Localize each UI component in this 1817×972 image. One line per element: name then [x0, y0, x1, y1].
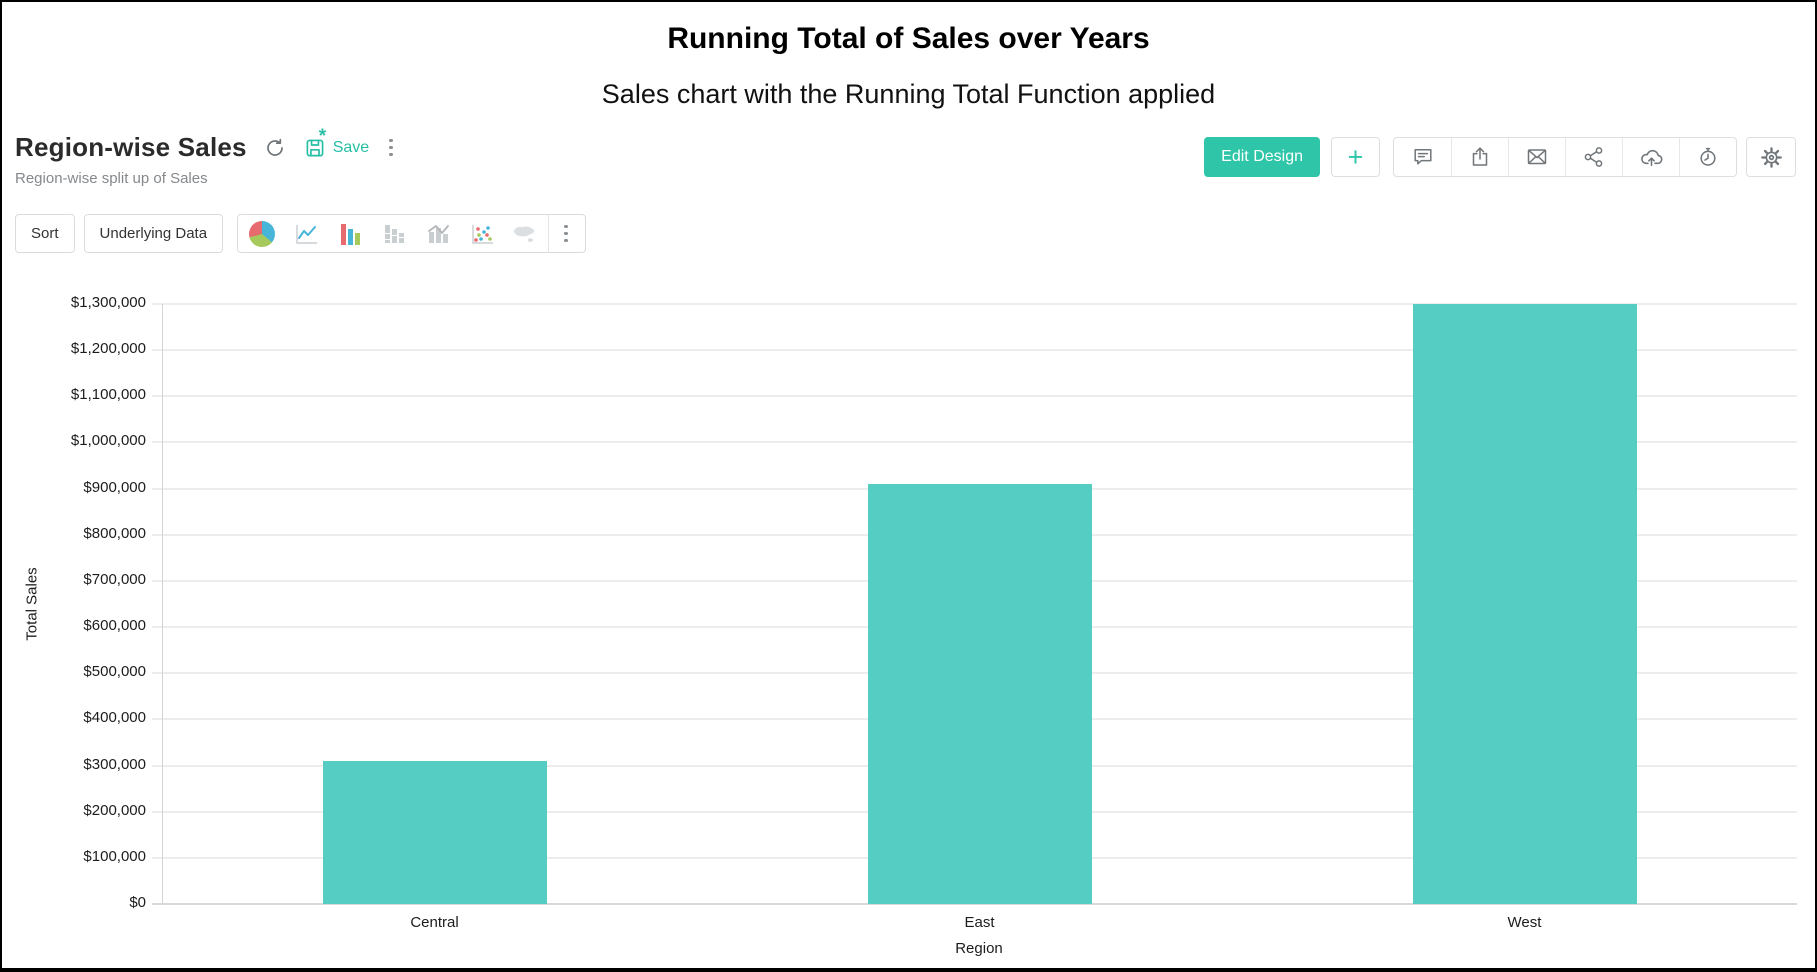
gear-icon	[1760, 146, 1782, 168]
export-button[interactable]	[1451, 138, 1508, 176]
x-tick-label: West	[1507, 914, 1542, 931]
add-button[interactable]: +	[1331, 137, 1380, 177]
chart-subtitle: Sales chart with the Running Total Funct…	[601, 79, 1216, 109]
gridline	[152, 903, 1797, 905]
chart-type-stacked-bar-icon[interactable]	[372, 215, 416, 252]
share-icon	[1584, 147, 1603, 167]
y-tick-label: $300,000	[83, 755, 146, 773]
unsaved-changes-marker: *	[318, 126, 327, 147]
schedule-button[interactable]	[1679, 138, 1736, 176]
gridline	[152, 303, 1797, 305]
plus-icon: +	[1347, 141, 1364, 172]
comment-icon	[1413, 149, 1432, 165]
y-tick-label: $100,000	[83, 847, 146, 865]
gridline	[152, 395, 1797, 398]
bar-east[interactable]	[867, 484, 1092, 904]
x-tick-label: East	[964, 914, 995, 931]
save-button[interactable]: * Save	[303, 126, 373, 160]
header-actions: Edit Design +	[1204, 137, 1796, 177]
more-options-icon[interactable]	[387, 137, 395, 159]
share-actions-group	[1393, 137, 1737, 177]
x-axis-title: Region	[955, 940, 1003, 957]
chart-type-scatter-icon[interactable]	[460, 215, 504, 252]
y-tick-label: $600,000	[83, 617, 146, 635]
y-tick-label: $200,000	[83, 801, 146, 819]
divider	[548, 215, 550, 252]
chart-type-map-icon[interactable]	[504, 215, 548, 252]
comment-button[interactable]	[1394, 138, 1451, 176]
email-icon	[1527, 149, 1547, 165]
bar-west[interactable]	[1412, 304, 1637, 904]
y-tick-label: $1,300,000	[70, 294, 146, 311]
report-description: Region-wise split up of Sales	[15, 170, 208, 187]
email-button[interactable]	[1508, 138, 1565, 176]
edit-design-button[interactable]: Edit Design	[1204, 137, 1320, 177]
y-tick-label: $800,000	[83, 524, 146, 542]
export-icon	[1472, 147, 1488, 166]
chart-type-combo-icon[interactable]	[416, 215, 460, 252]
y-tick-label: $900,000	[83, 478, 146, 496]
cloud-upload-icon	[1640, 149, 1662, 166]
bar-central[interactable]	[322, 760, 547, 904]
gridline	[152, 349, 1797, 352]
schedule-icon	[1700, 147, 1716, 166]
y-axis-line	[162, 304, 163, 904]
y-tick-label: $0	[129, 894, 146, 911]
y-tick-label: $700,000	[83, 570, 146, 588]
save-label: Save	[332, 138, 370, 156]
underlying-data-button[interactable]: Underlying Data	[83, 214, 224, 253]
chart-type-pie-icon[interactable]	[240, 215, 284, 252]
y-tick-label: $1,100,000	[70, 386, 146, 404]
gridline	[152, 441, 1797, 444]
sort-button[interactable]: Sort	[15, 214, 75, 253]
report-title: Region-wise Sales	[15, 132, 247, 162]
chart-type-switcher	[237, 214, 587, 253]
chart-toolbar: Sort Underlying Data	[15, 214, 587, 253]
chart-type-bar-icon[interactable]	[328, 215, 372, 252]
y-tick-label: $500,000	[83, 663, 146, 681]
x-tick-label: Central	[410, 914, 459, 931]
save-icon	[303, 135, 328, 160]
chart-type-more-icon[interactable]	[549, 215, 583, 252]
refresh-icon[interactable]	[261, 134, 289, 162]
share-button[interactable]	[1565, 138, 1622, 176]
publish-button[interactable]	[1622, 138, 1679, 176]
y-tick-label: $1,000,000	[70, 432, 146, 450]
report-header: Region-wise Sales * Save	[15, 126, 395, 187]
y-tick-label: $400,000	[83, 709, 146, 727]
y-tick-label: $1,200,000	[70, 340, 146, 358]
chart-type-line-icon[interactable]	[284, 215, 328, 252]
settings-button[interactable]	[1746, 137, 1796, 177]
chart-title: Running Total of Sales over Years	[667, 22, 1150, 55]
